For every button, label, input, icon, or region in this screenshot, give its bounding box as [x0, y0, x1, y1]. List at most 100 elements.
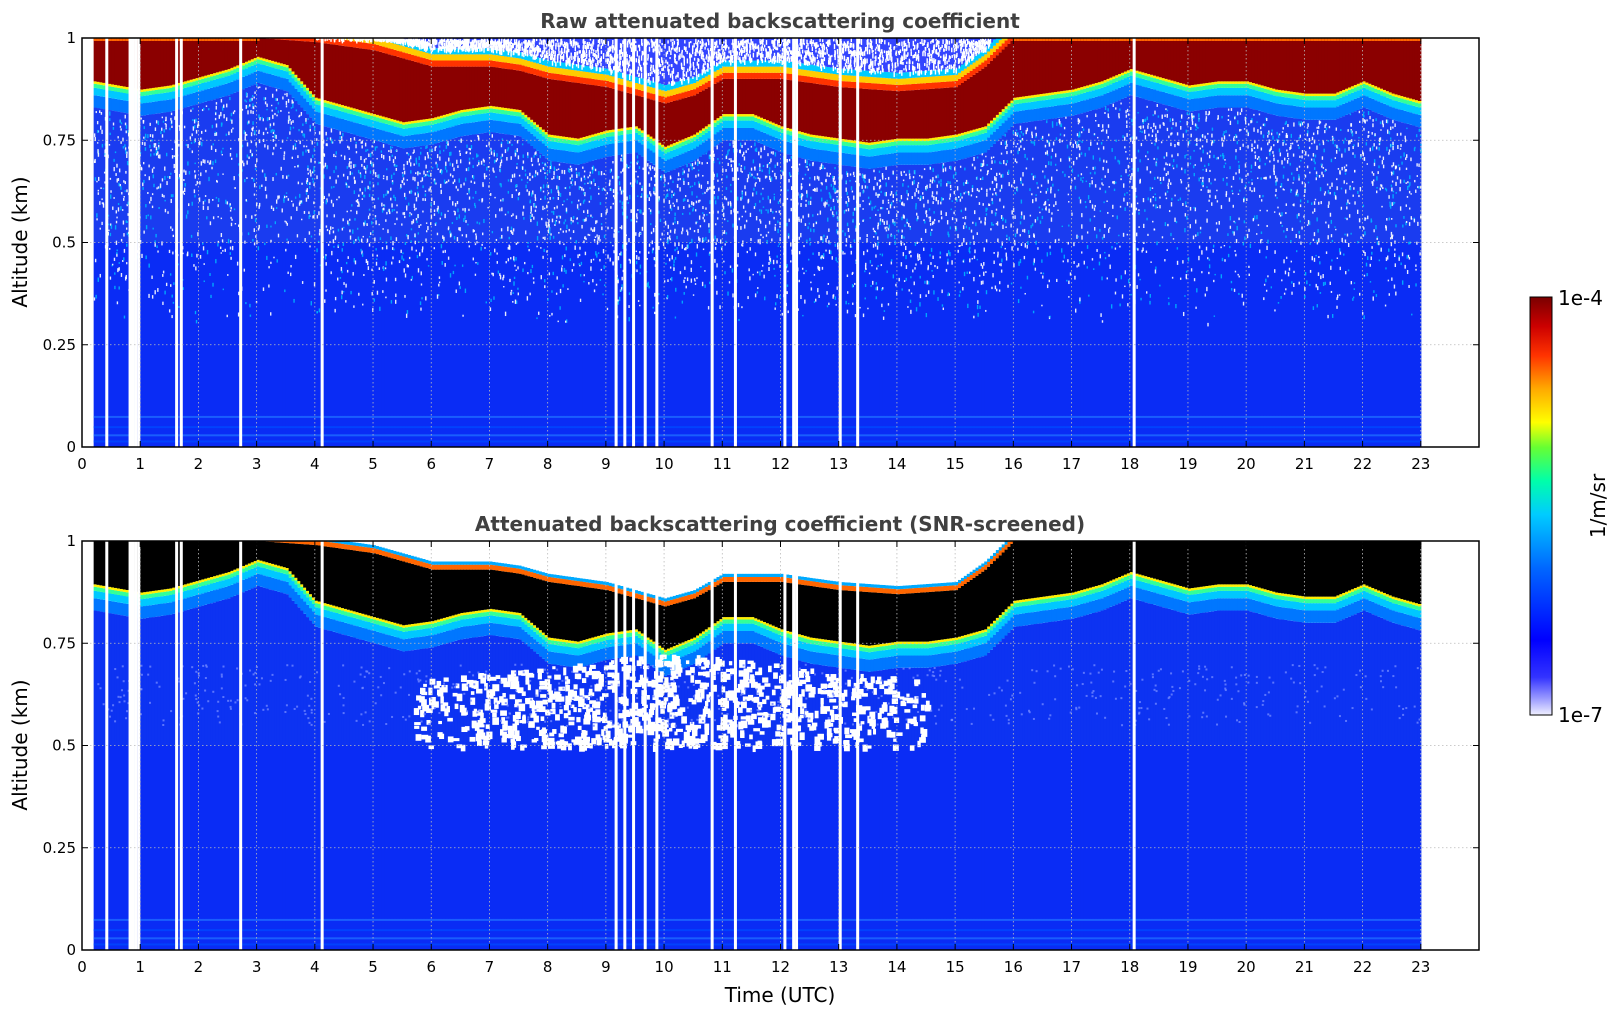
gradient-band: [259, 60, 264, 65]
boundary-layer-column: [111, 242, 115, 447]
noise-speck: [1032, 199, 1034, 204]
mid-layer-column: [1214, 107, 1218, 243]
gradient-band: [201, 90, 205, 103]
gradient-band: [504, 107, 508, 111]
gradient-band: [1292, 94, 1297, 99]
layer-top-edge: [693, 89, 697, 96]
mid-layer-column: [556, 161, 560, 243]
gradient-band: [506, 110, 511, 115]
gradient-band: [1115, 89, 1119, 102]
layer-top-edge: [803, 69, 808, 77]
boundary-layer-column: [707, 242, 712, 447]
noise-speck: [1184, 169, 1186, 174]
noise-speck: [1399, 206, 1402, 211]
gradient-band: [594, 133, 598, 137]
gradient-band: [402, 124, 406, 129]
cloud-layer-column: [550, 79, 555, 135]
gradient-band: [1414, 106, 1419, 115]
gradient-band: [1103, 82, 1108, 87]
layer-top-edge: [591, 66, 595, 73]
layer-top-edge: [271, 21, 275, 27]
cloud-layer-column: [335, 44, 339, 104]
mid-layer-column: [387, 144, 392, 243]
gradient-band: [812, 141, 817, 149]
layer-top-edge: [882, 71, 886, 78]
gradient-band: [125, 100, 130, 114]
gradient-band: [384, 123, 389, 132]
mid-layer-column: [1356, 109, 1361, 243]
gradient-band: [829, 143, 834, 152]
gradient-band: [608, 130, 613, 133]
layer-top-edge: [664, 85, 668, 92]
layer-top-edge: [876, 77, 881, 84]
gradient-band: [276, 64, 281, 70]
gradient-band: [335, 109, 339, 118]
cloud-layer-column: [218, 38, 223, 72]
mid-layer-column: [1150, 100, 1154, 243]
gradient-band: [143, 89, 147, 92]
noise-speck: [1104, 106, 1107, 111]
cloud-layer-column: [646, 98, 651, 135]
boundary-layer-column: [1091, 242, 1096, 447]
gradient-band: [774, 137, 779, 151]
cloud-layer-column: [512, 69, 517, 110]
gradient-band: [1094, 85, 1099, 90]
noise-speck: [319, 228, 321, 233]
gradient-band: [873, 155, 878, 169]
layer-top-edge: [381, 46, 386, 53]
boundary-layer-column: [1417, 242, 1422, 447]
boundary-layer-column: [390, 242, 395, 447]
gradient-band: [393, 122, 397, 127]
gradient-band: [1022, 110, 1026, 123]
gradient-band: [387, 124, 392, 133]
mid-layer-column: [664, 172, 668, 243]
layer-top-edge: [774, 66, 779, 73]
mid-layer-column: [992, 143, 997, 243]
cloud-layer-column: [748, 78, 752, 115]
mid-layer-column: [704, 152, 709, 243]
gradient-band: [629, 133, 633, 142]
gradient-band: [1336, 94, 1340, 99]
gradient-band: [361, 113, 365, 118]
boundary-layer-column: [1318, 242, 1323, 447]
gradient-band: [93, 83, 98, 88]
gradient-band: [1016, 103, 1020, 112]
boundary-layer-column: [1284, 242, 1288, 447]
boundary-layer-column: [1327, 242, 1332, 447]
gradient-band: [265, 65, 269, 74]
gradient-band: [1100, 87, 1105, 96]
gradient-band: [509, 111, 514, 116]
layer-top-edge: [547, 66, 552, 73]
noise-speck: [697, 169, 700, 172]
gradient-band: [745, 120, 750, 128]
noise-speck: [1089, 218, 1091, 222]
mid-layer-column: [827, 163, 831, 243]
mid-layer-column: [189, 105, 194, 243]
gradient-band: [774, 126, 779, 131]
cloud-layer-column: [1086, 38, 1090, 86]
mid-layer-column: [864, 168, 869, 243]
gradient-band: [1278, 103, 1282, 117]
gradient-band: [1019, 110, 1023, 124]
noise-speck: [994, 285, 997, 290]
noise-speck: [879, 184, 882, 188]
gradient-band: [1019, 99, 1023, 104]
gradient-band: [204, 78, 208, 83]
above-layer-noise: [827, 38, 831, 68]
mid-layer-column: [1089, 110, 1093, 243]
noise-speck: [410, 278, 413, 281]
layer-top-edge: [169, 38, 173, 41]
mid-layer-column: [1054, 118, 1058, 243]
gradient-band: [1135, 77, 1140, 85]
layer-top-edge: [905, 78, 910, 85]
above-layer-noise: [911, 38, 915, 72]
gradient-band: [1056, 105, 1061, 118]
gradient-band: [559, 150, 563, 163]
layer-top-edge: [661, 96, 665, 103]
layer-top-edge: [352, 41, 357, 48]
boundary-layer-column: [1382, 242, 1387, 447]
cloud-layer-column: [399, 57, 403, 122]
boundary-layer-column: [274, 242, 278, 447]
cloud-layer-column: [1138, 38, 1142, 72]
mid-layer-column: [480, 133, 485, 243]
